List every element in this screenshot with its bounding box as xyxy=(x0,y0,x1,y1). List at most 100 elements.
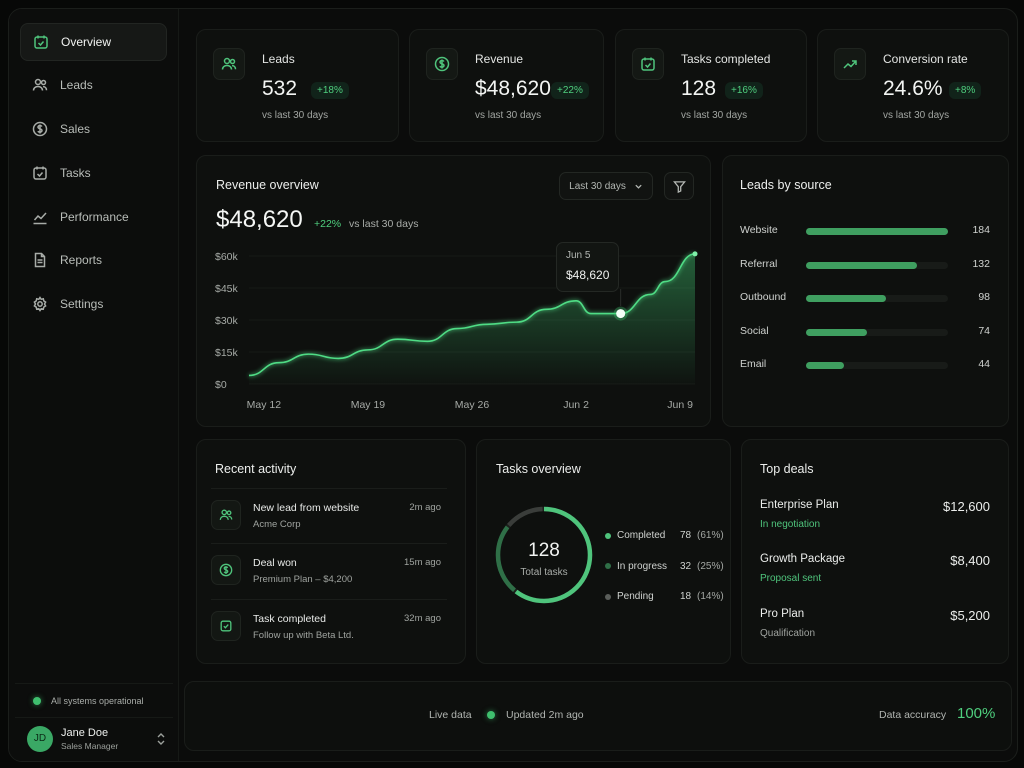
x-tick-label: May 12 xyxy=(247,399,282,411)
live-data-label: Live data xyxy=(429,709,472,721)
system-status: All systems operational xyxy=(15,683,173,717)
legend-count: 32 xyxy=(680,560,692,572)
revenue-area-chart: $60k $45k $30k $15k $0 May 12 May 19 May 26 Jun … xyxy=(215,251,698,411)
highlight-point[interactable] xyxy=(616,309,626,319)
source-row: Social 74 xyxy=(740,325,990,339)
x-tick-label: Jun 2 xyxy=(563,399,589,411)
sidebar-item-overview[interactable]: Overview xyxy=(20,23,167,61)
filter-button[interactable] xyxy=(664,172,694,200)
tooltip-date: Jun 5 xyxy=(566,250,591,261)
activity-subtitle: Follow up with Beta Ltd. xyxy=(253,630,354,641)
source-row: Website 184 xyxy=(740,224,990,238)
source-count: 98 xyxy=(978,291,990,303)
task-legend-item: Pending 18 (14%) xyxy=(605,591,725,602)
system-status-text: All systems operational xyxy=(51,695,144,706)
leads-by-source-card: Leads by source Website 184 Referral 132 Out… xyxy=(722,155,1009,427)
stat-label: Leads xyxy=(262,52,295,66)
stat-subtext: vs last 30 days xyxy=(883,110,950,121)
source-bar xyxy=(806,295,886,302)
card-title: Revenue overview xyxy=(216,178,319,192)
stat-change-badge: +22% xyxy=(551,82,589,99)
stat-value: 128 xyxy=(681,77,717,100)
deal-amount: $12,600 xyxy=(943,499,990,514)
activity-item[interactable]: New lead from website Acme Corp 2m ago xyxy=(211,492,447,544)
sidebar-item-performance[interactable]: Performance xyxy=(20,198,167,236)
calendar-check-icon xyxy=(32,165,48,181)
sidebar-item-label: Settings xyxy=(60,297,104,311)
activity-time: 32m ago xyxy=(404,613,441,624)
x-tick-label: Jun 9 xyxy=(667,399,693,411)
trend-icon xyxy=(32,209,48,225)
sidebar-item-settings[interactable]: Settings xyxy=(20,285,167,323)
deal-stage: Proposal sent xyxy=(760,573,822,584)
sidebar-item-label: Sales xyxy=(60,122,91,136)
chart-end-point xyxy=(692,251,698,257)
sidebar-item-reports[interactable]: Reports xyxy=(20,241,167,279)
avatar: JD xyxy=(27,725,53,752)
source-bar-track xyxy=(806,328,948,336)
dollar-icon xyxy=(32,121,48,137)
tasks-total-label: Total tasks xyxy=(520,567,568,578)
grid-check-icon xyxy=(33,34,49,50)
card-title: Tasks overview xyxy=(496,462,581,476)
source-label: Outbound xyxy=(740,291,787,303)
revenue-total: $48,620 xyxy=(216,206,303,233)
user-menu[interactable]: JD Jane Doe Sales Manager xyxy=(15,717,173,759)
sidebar-item-sales[interactable]: Sales xyxy=(20,110,167,148)
y-tick-label: $45k xyxy=(215,283,239,295)
chevron-updown-icon[interactable] xyxy=(155,732,167,746)
sidebar-item-tasks[interactable]: Tasks xyxy=(20,154,167,192)
deal-name: Enterprise Plan xyxy=(760,499,839,511)
revenue-overview-card: Revenue overview Last 30 days $48,620 +2… xyxy=(196,155,711,427)
check-icon xyxy=(211,611,241,641)
source-row: Outbound 98 xyxy=(740,291,990,305)
chart-tooltip: Jun 5 $48,620 xyxy=(556,242,619,292)
user-name: Jane Doe xyxy=(61,726,109,739)
legend-label: In progress xyxy=(617,560,668,572)
donut-segment xyxy=(495,506,593,604)
activity-item[interactable]: Deal won Premium Plan – $4,200 15m ago xyxy=(211,547,447,599)
legend-percent: (61%) xyxy=(697,530,724,541)
data-accuracy-label: Data accuracy xyxy=(879,709,947,721)
users-icon xyxy=(32,77,48,93)
deal-amount: $8,400 xyxy=(950,553,990,568)
source-bar xyxy=(806,261,917,269)
revenue-line xyxy=(248,253,696,377)
activity-item[interactable]: Task completed Follow up with Beta Ltd. … xyxy=(211,603,447,655)
task-legend-item: In progress 32 (25%) xyxy=(605,561,725,572)
activity-time: 15m ago xyxy=(404,557,441,568)
stat-subtext: vs last 30 days xyxy=(262,110,329,121)
stat-card-tasks: Tasks completed 128 +16% vs last 30 days xyxy=(615,29,807,142)
date-range-value: Last 30 days xyxy=(569,180,626,192)
document-icon xyxy=(32,252,48,268)
source-bar-track xyxy=(806,362,948,369)
dashboard-window: Overview Leads Sales Tasks Performance R… xyxy=(8,8,1018,762)
date-range-select[interactable]: Last 30 days xyxy=(559,172,653,200)
sidebar-item-leads[interactable]: Leads xyxy=(20,66,167,104)
activity-title: Task completed xyxy=(253,613,326,625)
users-icon xyxy=(211,500,241,530)
divider xyxy=(211,488,447,489)
tasks-total: 128 xyxy=(528,540,560,561)
recent-activity-card: Recent activity New lead from website Ac… xyxy=(196,439,466,664)
sidebar-item-label: Leads xyxy=(60,78,93,92)
stat-label: Tasks completed xyxy=(681,52,771,66)
source-row: Email 44 xyxy=(740,358,990,372)
filter-icon xyxy=(672,180,686,193)
activity-title: Deal won xyxy=(253,557,297,569)
trend-icon xyxy=(834,48,866,80)
stat-change-badge: +16% xyxy=(725,82,763,99)
stat-card-conversion: Conversion rate 24.6% +8% vs last 30 day… xyxy=(817,29,1009,142)
source-count: 74 xyxy=(978,324,990,337)
stat-card-leads: Leads 532 +18% vs last 30 days xyxy=(196,29,399,142)
stat-change-badge: +8% xyxy=(949,82,982,99)
deal-amount: $5,200 xyxy=(950,608,990,623)
sidebar-item-label: Reports xyxy=(60,253,103,267)
calendar-check-icon xyxy=(632,48,664,80)
deal-name: Pro Plan xyxy=(760,608,805,620)
activity-subtitle: Premium Plan – $4,200 xyxy=(253,574,353,585)
source-label: Social xyxy=(740,324,769,337)
source-count: 132 xyxy=(972,257,990,270)
y-tick-label: $60k xyxy=(215,251,239,263)
legend-label: Completed xyxy=(617,530,666,541)
